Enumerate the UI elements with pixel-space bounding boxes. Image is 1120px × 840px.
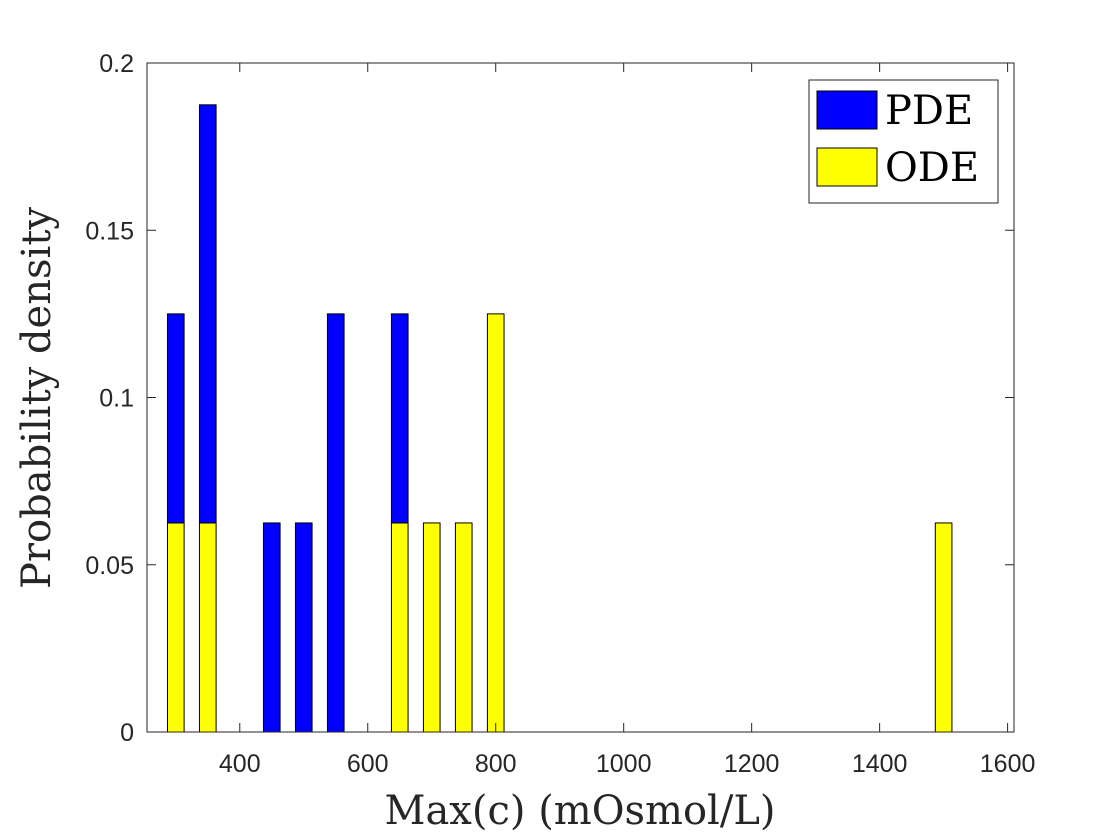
x-tick-label: 400 xyxy=(219,750,261,778)
x-axis-label: Max(c) (mOsmol/L) xyxy=(385,788,776,834)
axes-group: 400 600 800 1000 1200 1400 1600 0 0.05 0.1 0.15 0.2 xyxy=(85,50,1035,778)
bar-ode-750 xyxy=(454,522,473,733)
bar-pde-650 xyxy=(390,313,409,524)
bar-ode-300 xyxy=(166,522,185,733)
legend-label-ode: ODE xyxy=(885,145,979,191)
legend-label-pde: PDE xyxy=(885,88,973,134)
bar-pde-550 xyxy=(326,313,345,733)
x-tick-label: 1600 xyxy=(980,750,1036,778)
bar-ode-350 xyxy=(198,522,217,733)
bar-ode-700 xyxy=(422,522,441,733)
y-tick-label: 0.15 xyxy=(85,217,134,245)
bar-ode-1500 xyxy=(934,522,953,733)
legend-swatch-ode xyxy=(816,147,878,187)
bar-pde-350 xyxy=(198,104,217,524)
x-tick-label: 1200 xyxy=(724,750,780,778)
y-tick-label: 0.1 xyxy=(99,385,134,413)
bar-pde-500 xyxy=(294,522,313,733)
x-tick-label: 600 xyxy=(347,750,389,778)
bar-pde-300 xyxy=(166,313,185,524)
bar-ode-800 xyxy=(486,313,505,733)
legend: PDE ODE xyxy=(808,79,999,204)
y-tick-label: 0 xyxy=(120,719,134,747)
legend-swatch-pde xyxy=(816,90,878,130)
x-tick-label: 1400 xyxy=(852,750,908,778)
bar-pde-450 xyxy=(262,522,281,733)
x-tick-label: 1000 xyxy=(596,750,652,778)
y-axis-label: Probability density xyxy=(14,207,60,589)
y-tick-label: 0.05 xyxy=(85,552,134,580)
x-tick-label: 800 xyxy=(475,750,517,778)
y-tick-label: 0.2 xyxy=(99,50,134,78)
bar-ode-650 xyxy=(390,522,409,733)
